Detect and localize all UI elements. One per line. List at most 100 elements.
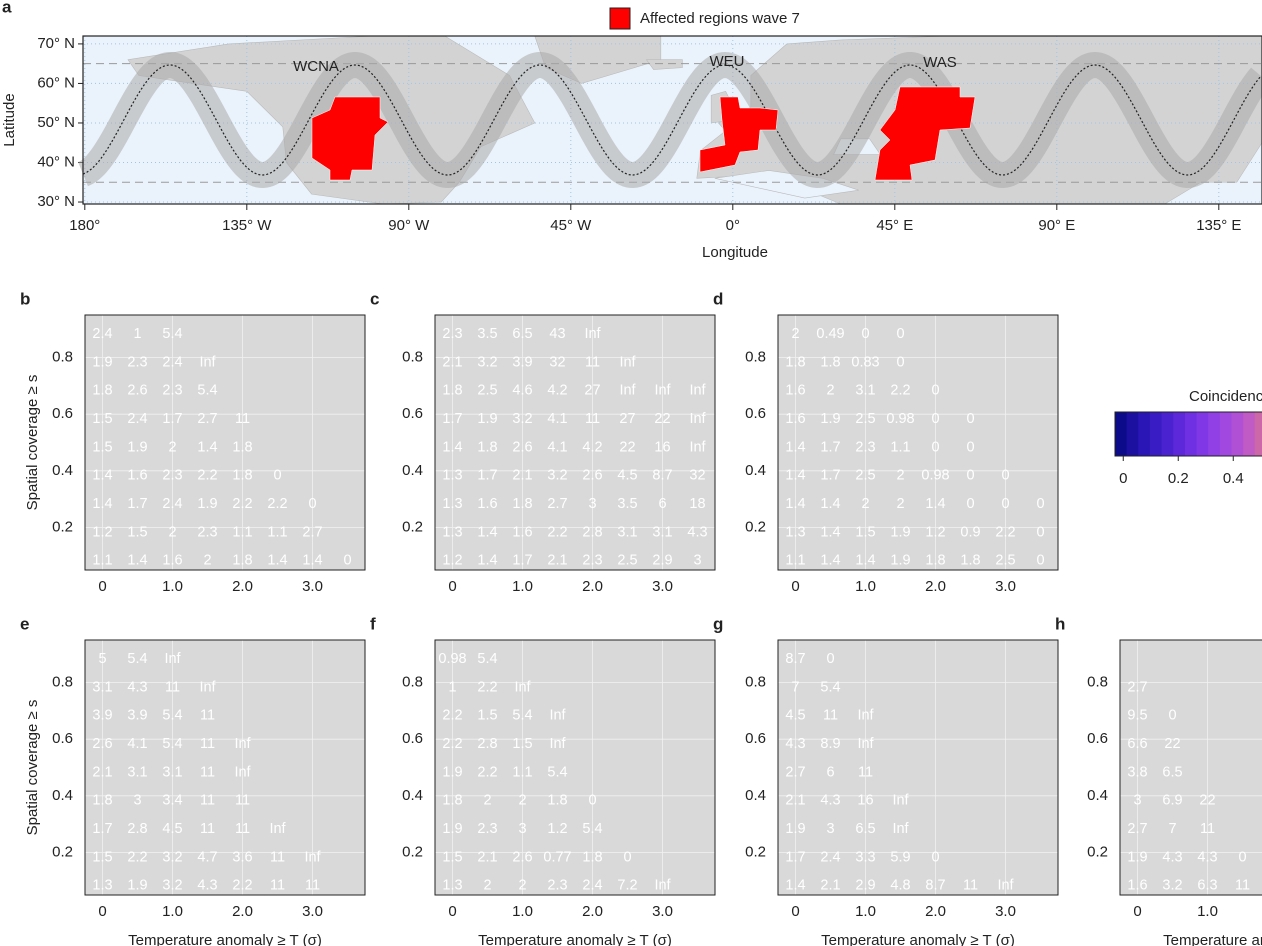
cell-label: 0.98 [438,651,466,667]
cell-label: 4.8 [890,878,910,894]
cell-label: 2.9 [855,878,875,894]
cell-label: 1.9 [785,821,805,837]
cell-label: 6.9 [1162,793,1182,809]
cell-label: 3 [518,821,526,837]
y-tick-label: 0.2 [1087,843,1108,860]
x-tick-label: 0 [98,578,106,595]
cell-label: 11 [200,821,215,837]
colorbar-step [1254,412,1262,456]
y-tick-label: 0.8 [402,348,423,365]
cell-label: 1.8 [582,849,602,865]
cell-label: 4.1 [547,411,567,427]
cell-label: 11 [823,708,838,724]
cell-label: 0 [308,496,316,512]
y-tick-label: 0.6 [52,405,73,422]
cell-label: 4.6 [512,383,532,399]
cell-label: 1.8 [92,793,112,809]
cell-label: 2.8 [127,821,147,837]
cell-label: 2 [203,553,211,569]
cell-label: 1.4 [302,553,322,569]
y-tick-label: 0.2 [52,518,73,535]
cell-label: 6.5 [1162,764,1182,780]
panel-label: g [713,614,723,633]
y-tick-label: 60° N [37,74,75,91]
cell-label: 11 [235,411,250,427]
cell-label: 2.5 [477,383,497,399]
cell-label: 1.8 [232,553,252,569]
cell-label: 2.2 [442,708,462,724]
cell-label: 1.6 [1127,878,1147,894]
cell-label: 5.4 [547,764,567,780]
cell-label: 5.4 [127,651,147,667]
cell-label: 1.6 [162,553,182,569]
cell-label: Inf [689,439,706,455]
cell-label: 1 [133,326,141,342]
cell-label: 2.2 [890,383,910,399]
cell-label: 2.3 [162,383,182,399]
cell-label: 3.1 [652,524,672,540]
cell-label: 1.8 [785,354,805,370]
colorbar-tick-label: 0.2 [1168,470,1189,487]
cell-label: 11 [200,764,215,780]
cell-label: 0 [1238,849,1246,865]
cell-label: Inf [997,878,1014,894]
cell-label: 2.3 [547,878,567,894]
cell-label: Inf [199,354,216,370]
cell-label: 5.4 [820,679,840,695]
cell-label: 3.9 [512,354,532,370]
cell-label: 0.77 [543,849,571,865]
colorbar-step [1231,412,1244,456]
cell-label: 11 [200,736,215,752]
colorbar-step [1138,412,1151,456]
cell-label: 0 [343,553,351,569]
plot-frame [84,314,366,571]
x-tick-label: 0 [791,903,799,920]
cell-label: 1.3 [442,878,462,894]
cell-label: 2.7 [785,764,805,780]
colorbar-tick-label: 0.4 [1223,470,1244,487]
cell-label: Inf [164,651,181,667]
cell-label: 2 [826,383,834,399]
cell-label: 5.4 [197,383,217,399]
cell-label: 6.5 [855,821,875,837]
cell-label: 1.8 [232,439,252,455]
y-tick-label: 0.4 [52,462,73,479]
cell-label: 1.4 [785,439,805,455]
x-tick-label: 3.0 [652,903,673,920]
cell-label: 5.9 [890,849,910,865]
x-tick-label: 3.0 [995,578,1016,595]
cell-label: 1 [448,679,456,695]
cell-label: 1.7 [127,496,147,512]
x-tick-label: 45° W [550,217,592,234]
cell-label: 1.8 [477,439,497,455]
cell-label: 5.4 [512,708,532,724]
cell-label: 1.3 [785,524,805,540]
plot-frame [777,639,1059,896]
colorbar-step [1243,412,1256,456]
cell-label: 1.3 [442,496,462,512]
cell-label: 2 [861,496,869,512]
cell-label: 3 [826,821,834,837]
x-tick-label: 1.0 [855,578,876,595]
cell-label: 3.1 [162,764,182,780]
cell-label: 2.5 [995,553,1015,569]
colorbar-step [1115,412,1128,456]
y-tick-label: 0.8 [402,673,423,690]
cell-label: 4.2 [547,383,567,399]
x-tick-label: 1.0 [855,903,876,920]
y-tick-label: 0.4 [745,462,766,479]
cell-label: 1.7 [92,821,112,837]
cell-label: 2 [518,793,526,809]
cell-label: 0 [861,326,869,342]
cell-label: 1.1 [785,553,805,569]
x-tick-label: 1.0 [162,903,183,920]
cell-label: 2.4 [162,496,182,512]
plot-frame [84,639,366,896]
cell-label: Inf [619,383,636,399]
cell-label: Inf [549,708,566,724]
y-axis-label: Spatial coverage ≥ s [24,700,41,836]
cell-label: 1.5 [92,439,112,455]
cell-label: 1.7 [820,439,840,455]
cell-label: 2.1 [785,793,805,809]
cell-label: 6.5 [512,326,532,342]
